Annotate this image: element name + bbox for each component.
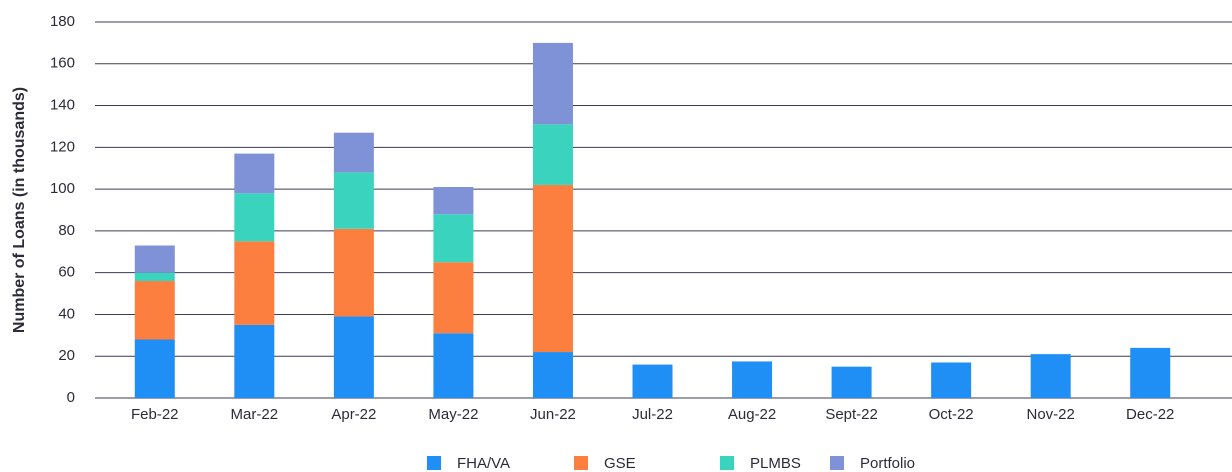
bar-segment — [333, 132, 374, 173]
x-tick-label: Oct-22 — [929, 406, 974, 423]
bar-segment — [234, 241, 275, 325]
bar-segment — [532, 42, 573, 125]
bar-segment — [433, 187, 474, 215]
legend-swatch — [830, 456, 844, 470]
bar-segment — [1130, 347, 1171, 398]
bar-segment — [532, 352, 573, 398]
bar-segment — [632, 364, 673, 398]
y-tick-label: 100 — [50, 180, 75, 197]
bar-segment — [931, 362, 972, 398]
bar-segment — [333, 172, 374, 229]
bar-segment — [333, 316, 374, 398]
bar-segment — [234, 153, 275, 194]
x-tick-label: Jun-22 — [530, 406, 576, 423]
x-tick-label: Mar-22 — [231, 406, 279, 423]
bar-segment — [831, 366, 872, 398]
bar-segment — [134, 272, 175, 282]
bar-segment — [234, 193, 275, 242]
y-tick-label: 40 — [58, 305, 75, 322]
x-tick-label: Feb-22 — [131, 406, 179, 423]
x-tick-label: Jul-22 — [632, 406, 673, 423]
y-tick-label: 60 — [58, 264, 75, 281]
x-tick-label: Aug-22 — [728, 406, 776, 423]
x-tick-label: May-22 — [428, 406, 478, 423]
y-tick-label: 0 — [67, 389, 75, 406]
legend-swatch — [574, 456, 588, 470]
bar-segment — [1030, 354, 1071, 398]
bar-segment — [234, 324, 275, 398]
bar-segment — [732, 361, 773, 398]
legend-label: GSE — [604, 455, 636, 472]
y-axis-label: Number of Loans (in thousands) — [11, 87, 28, 333]
y-tick-label: 120 — [50, 138, 75, 155]
y-tick-label: 20 — [58, 347, 75, 364]
bar-segment — [134, 339, 175, 398]
bar-segment — [134, 245, 175, 273]
bar-segment — [333, 228, 374, 317]
y-tick-label: 80 — [58, 222, 75, 239]
bar-segment — [532, 184, 573, 353]
bar-segment — [134, 281, 175, 340]
legend-swatch — [720, 456, 734, 470]
y-tick-label: 180 — [50, 13, 75, 30]
legend-label: PLMBS — [750, 455, 801, 472]
bar-segment — [433, 214, 474, 263]
x-tick-label: Sept-22 — [825, 406, 878, 423]
x-tick-label: Nov-22 — [1027, 406, 1075, 423]
legend-label: FHA/VA — [457, 455, 510, 472]
legend-label: Portfolio — [860, 455, 915, 472]
x-tick-label: Dec-22 — [1126, 406, 1174, 423]
y-tick-label: 140 — [50, 97, 75, 114]
bar-segment — [433, 333, 474, 398]
x-tick-label: Apr-22 — [331, 406, 376, 423]
bar-segment — [532, 124, 573, 185]
legend-swatch — [427, 456, 441, 470]
bar-segment — [433, 262, 474, 334]
y-tick-label: 160 — [50, 55, 75, 72]
